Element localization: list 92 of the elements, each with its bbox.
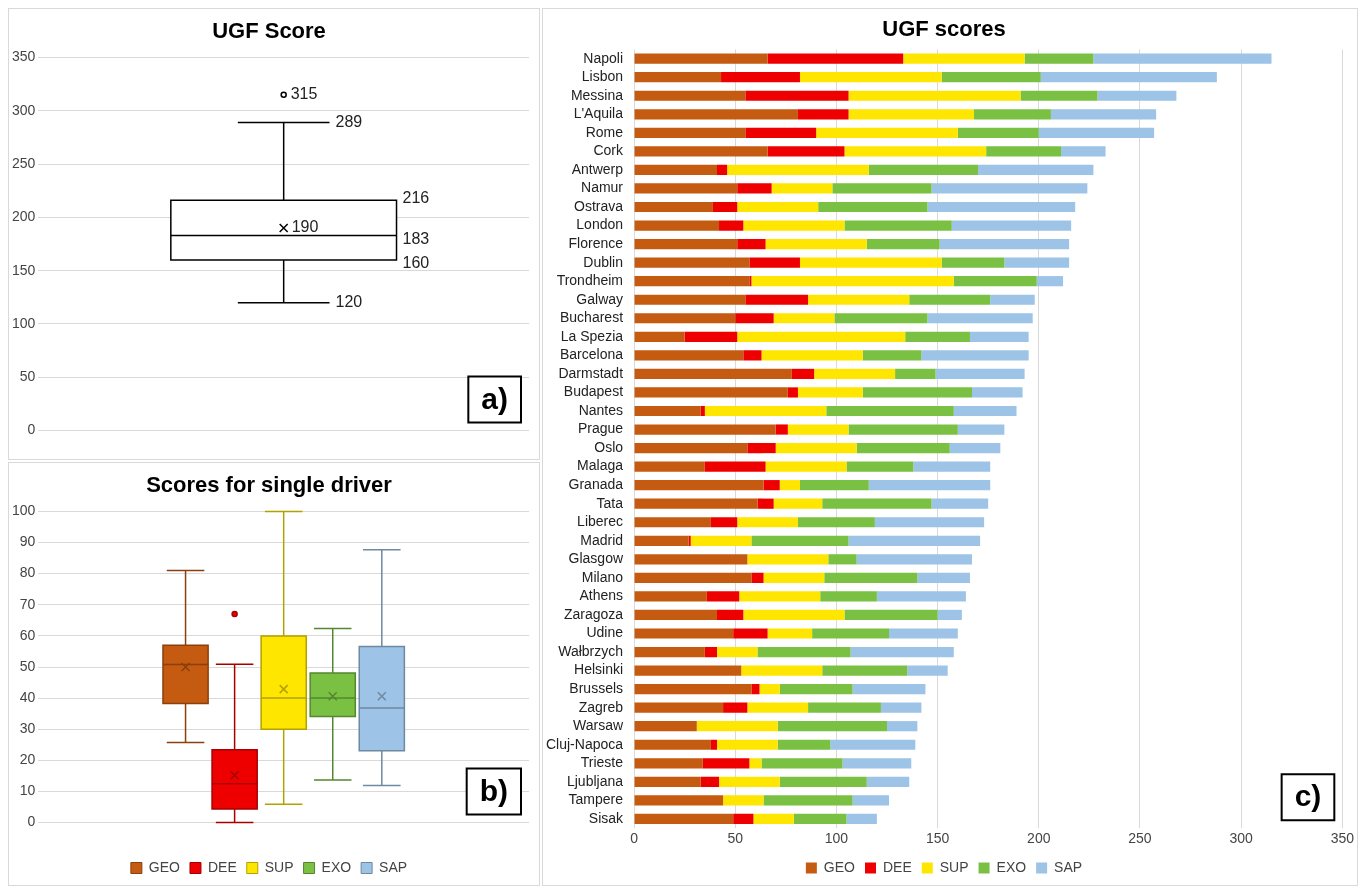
y-tick-label: 0 [27,813,36,830]
y-tick-label: Milano [581,568,624,585]
y-tick-label: Warsaw [572,717,624,734]
y-tick-label: Barcelona [559,346,624,363]
annotation: 216 [402,188,430,206]
y-tick-label: Bucharest [559,309,624,326]
annotation: 160 [402,254,430,272]
y-tick-label: 350 [12,48,36,65]
y-tick-label: Prague [577,420,624,437]
annotation: a) [481,381,509,415]
y-tick-label: Oslo [594,438,624,455]
x-tick-label: 150 [925,830,950,847]
y-tick-label: 100 [12,314,36,331]
annotation: b) [479,773,509,807]
y-tick-label: Lisbon [581,68,624,85]
y-tick-label: Nantes [578,401,624,418]
y-tick-label: Tata [596,494,624,511]
annotation: 183 [402,229,430,247]
legend-label: EXO [996,858,1027,875]
y-tick-label: 80 [19,564,36,581]
y-tick-label: Florence [568,234,624,251]
y-tick-label: Malaga [577,457,624,474]
y-tick-label: Ljubljana [566,772,624,789]
annotation: 190 [291,218,319,236]
y-tick-label: La Spezia [560,327,624,344]
chart-title: UGF Score [212,18,326,44]
y-tick-label: Brussels [569,679,624,696]
y-tick-label: Messina [570,86,624,103]
y-tick-label: Galway [576,290,624,307]
y-tick-label: Liberec [577,513,624,530]
y-tick-label: Helsinki [574,661,624,678]
legend-label: DEE [882,858,912,875]
y-tick-label: 100 [12,502,36,519]
x-tick-label: 200 [1027,830,1051,847]
y-tick-label: 50 [19,657,36,674]
legend-label: GEO [823,858,856,875]
legend-label: DEE [207,858,237,875]
y-tick-label: 300 [12,101,36,118]
y-tick-label: Darmstadt [558,364,624,381]
x-tick-label: 50 [727,830,744,847]
y-tick-label: 90 [19,533,36,550]
legend-label: GEO [148,858,181,875]
y-tick-label: Athens [579,587,624,604]
y-tick-label: 60 [19,626,36,643]
annotation: 120 [335,293,363,311]
x-tick-label: 100 [824,830,849,847]
legend-label: SAP [1054,858,1083,875]
y-tick-label: Antwerp [571,160,624,177]
y-tick-label: London [576,216,624,233]
annotation: 289 [335,112,363,130]
y-tick-label: 0 [27,421,36,438]
y-tick-label: Zaragoza [563,605,624,622]
y-tick-label: Rome [585,123,624,140]
chart-title: Scores for single driver [146,472,393,498]
y-tick-label: Budapest [563,383,624,400]
legend-label: SUP [939,858,969,875]
y-tick-label: Namur [581,179,624,196]
y-tick-label: 20 [19,751,36,768]
y-tick-label: Cluj-Napoca [545,735,624,752]
y-tick-label: L'Aquila [573,105,624,122]
y-tick-label: Sisak [588,809,625,826]
y-tick-label: 10 [19,782,36,799]
y-tick-label: 70 [19,595,36,612]
y-tick-label: 40 [19,688,36,705]
y-tick-label: Dublin [583,253,624,270]
y-tick-label: Trieste [580,754,624,771]
y-tick-label: 50 [19,368,36,385]
legend-label: SUP [264,858,294,875]
y-tick-label: Madrid [580,531,624,548]
y-tick-label: Ostrava [574,197,624,214]
y-tick-label: Trondheim [556,272,624,289]
x-tick-label: 0 [630,830,639,847]
y-tick-label: Zagreb [578,698,624,715]
y-tick-label: Glasgow [568,550,624,567]
y-tick-label: Granada [568,476,624,493]
legend-label: EXO [321,858,352,875]
y-tick-label: 150 [12,261,36,278]
y-tick-label: 250 [12,154,36,171]
y-tick-label: 200 [12,208,36,225]
y-tick-label: Cork [593,142,625,159]
y-tick-label: 30 [19,720,36,737]
y-tick-label: Tampere [568,791,624,808]
x-tick-label: 350 [1330,830,1355,847]
x-tick-label: 250 [1128,830,1152,847]
y-tick-label: Wałbrzych [558,642,624,659]
x-tick-label: 300 [1229,830,1254,847]
annotation: 315 [290,85,318,103]
y-tick-label: Udine [586,624,624,641]
chart-title: UGF scores [882,16,1006,42]
legend-label: SAP [379,858,408,875]
annotation: c) [1294,779,1322,813]
y-tick-label: Napoli [583,49,624,66]
